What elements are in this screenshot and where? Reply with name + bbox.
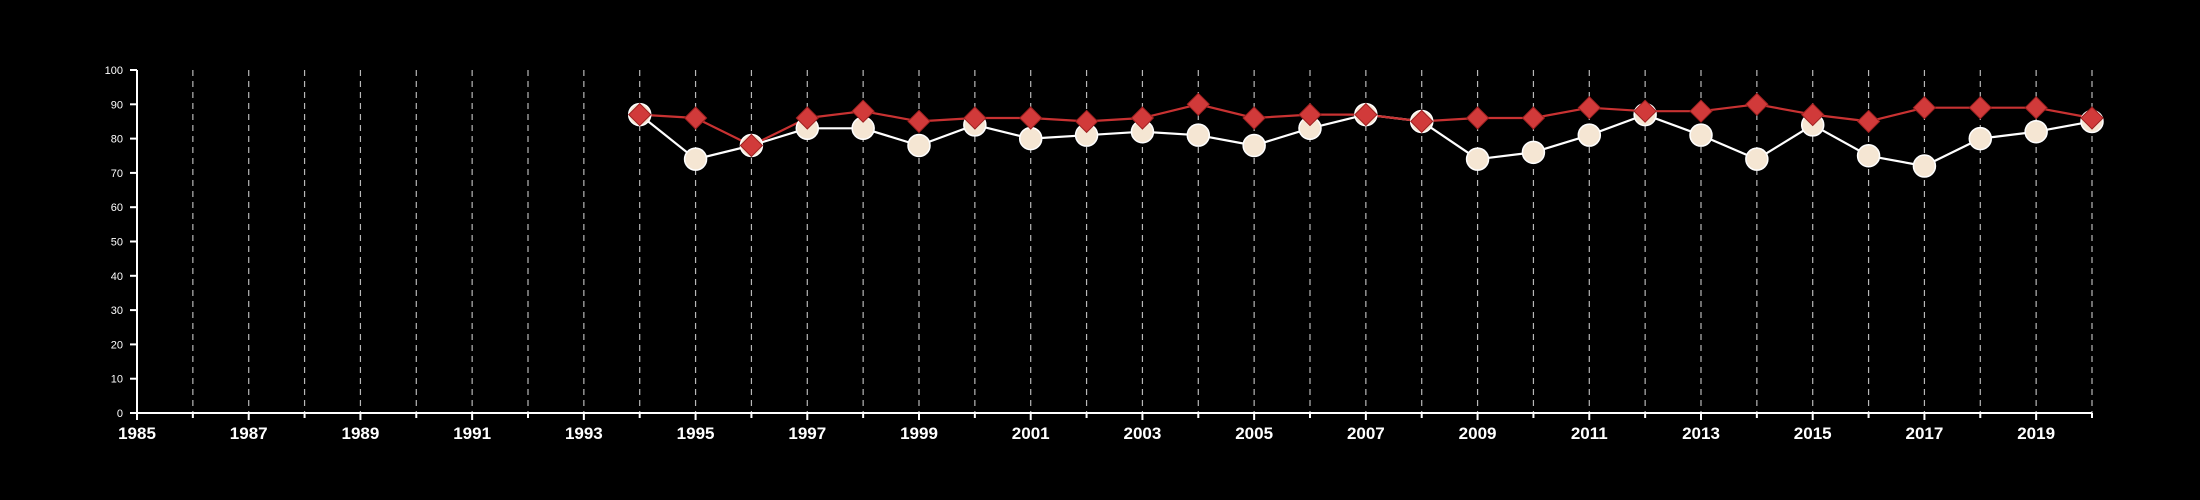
series-1-point (1521, 140, 1546, 165)
series-1-point (2024, 119, 2048, 144)
x-tick-label: 1995 (677, 424, 715, 443)
x-tick-label: 2009 (1459, 424, 1497, 443)
y-tick-label: 80 (111, 134, 123, 146)
series-2-point (1409, 109, 1434, 134)
series-2-point (1633, 99, 1657, 123)
series-1-point (1465, 147, 1490, 171)
x-tick-label: 2001 (1012, 424, 1050, 443)
x-tick-label: 2007 (1347, 424, 1385, 443)
series-1-point (907, 133, 931, 158)
series-2-point (1856, 109, 1881, 134)
series-1-point (683, 147, 708, 171)
series-2-point (1465, 106, 1490, 130)
x-tick-label: 1989 (342, 424, 380, 443)
series-2-point (963, 106, 987, 130)
series-2-point (1298, 102, 1322, 127)
x-tick-label: 1991 (453, 424, 491, 443)
x-tick-label: 2005 (1235, 424, 1273, 443)
x-tick-label: 1985 (118, 424, 156, 443)
x-axis-ticks: 1985 1987 1989 1991 1993 1995 1997 1999 2001 2003… (118, 413, 2093, 443)
x-tick-label: 1987 (230, 424, 268, 443)
series-2-point (851, 99, 875, 123)
series-1-point (1242, 133, 1266, 158)
series-2-point (1242, 106, 1266, 130)
y-tick-label: 50 (111, 237, 123, 249)
x-tick-label: 2011 (1571, 424, 1608, 443)
y-tick-label: 70 (111, 168, 123, 180)
series-1-point (1186, 123, 1211, 147)
series-2-point (1689, 99, 1713, 123)
series-2-point (1521, 106, 1546, 130)
y-tick-label: 10 (111, 374, 123, 386)
series-1-point (1018, 126, 1043, 151)
y-tick-label: 40 (111, 271, 123, 283)
series-1-point (1912, 154, 1937, 178)
y-tick-label: 0 (117, 408, 123, 420)
y-axis-ticks: 0 10 20 30 40 50 60 70 80 90 100 (105, 65, 137, 420)
series-2-point (795, 106, 820, 130)
x-tick-label: 1993 (565, 424, 603, 443)
series-1-point (1856, 144, 1881, 168)
series-2-point (1018, 106, 1043, 130)
series-2-point (683, 106, 708, 130)
x-tick-label: 2019 (2017, 424, 2055, 443)
y-tick-label: 30 (111, 305, 123, 317)
series-layer (627, 92, 2104, 178)
series-2-point (739, 133, 764, 158)
series-2-point (2080, 106, 2104, 130)
x-tick-label: 1997 (788, 424, 826, 443)
series-2-point (2024, 95, 2048, 120)
x-tick-label: 2003 (1124, 424, 1162, 443)
series-2-point (1577, 95, 1602, 120)
series-2-point (1745, 92, 1769, 117)
series-1-point (1968, 126, 1993, 151)
series-2-point (907, 109, 931, 134)
series-2-point (1130, 106, 1155, 130)
series-2-point (1968, 95, 1993, 120)
y-tick-label: 60 (111, 202, 123, 214)
x-tick-label: 1999 (900, 424, 938, 443)
series-2-point (1354, 102, 1378, 127)
series-2-point (1186, 92, 1211, 117)
series-2-point (627, 102, 652, 127)
y-tick-label: 90 (111, 99, 123, 111)
x-tick-label: 2013 (1682, 424, 1720, 443)
series-1-point (1745, 147, 1769, 171)
series-2-point (1074, 109, 1099, 134)
y-tick-label: 20 (111, 339, 123, 351)
x-tick-label: 2017 (1906, 424, 1944, 443)
series-1-point (1689, 123, 1713, 147)
axes (136, 70, 2092, 414)
series-1-point (1577, 123, 1602, 147)
series-2-point (1800, 102, 1825, 127)
series-2-point (1912, 95, 1937, 120)
x-tick-label: 2015 (1794, 424, 1832, 443)
y-tick-label: 100 (105, 65, 123, 77)
